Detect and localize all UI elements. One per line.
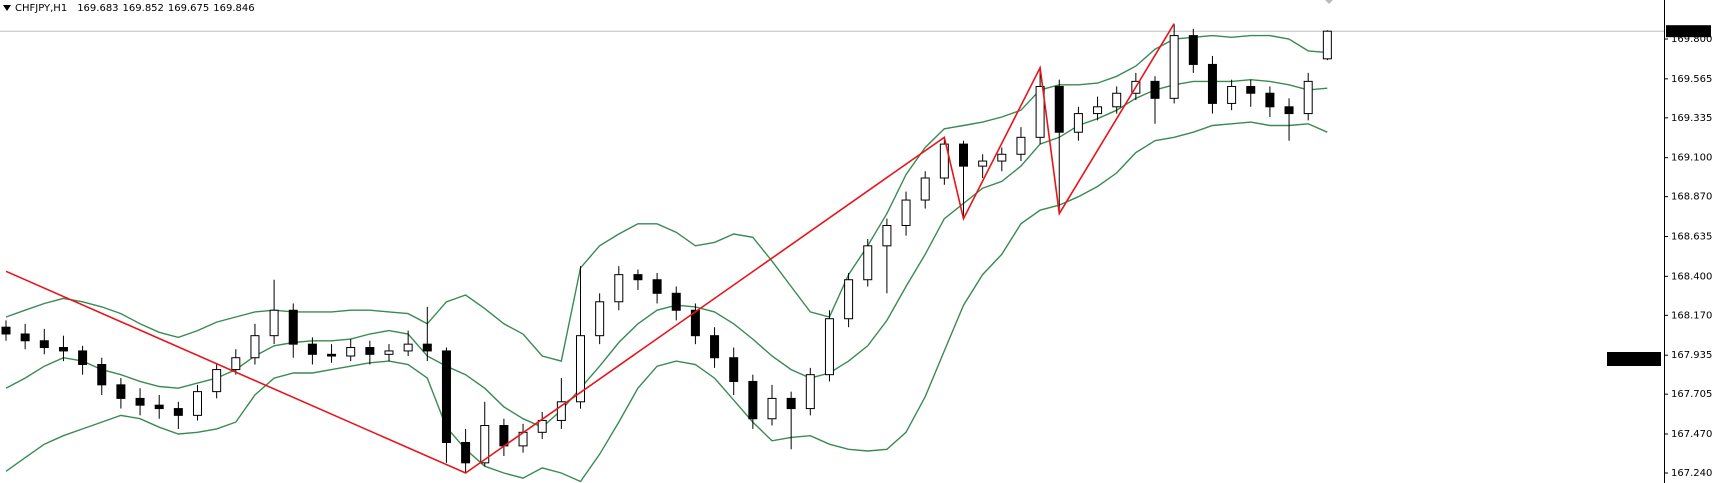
candle-body bbox=[1112, 92, 1122, 108]
candle-body bbox=[135, 397, 145, 406]
y-tick-label: 168.400 bbox=[1671, 271, 1712, 282]
candle-body bbox=[307, 343, 317, 355]
band-middle bbox=[5, 78, 1328, 429]
candle-body bbox=[997, 153, 1007, 162]
header: CHFJPY,H1 169.683 169.852 169.675 169.846 bbox=[15, 3, 255, 14]
candle-body bbox=[20, 333, 30, 342]
candle-body bbox=[1322, 30, 1332, 60]
candle-body bbox=[786, 397, 796, 410]
header-close: 169.846 bbox=[213, 3, 254, 14]
candle-body bbox=[863, 245, 873, 281]
candle-body bbox=[173, 408, 183, 416]
header-title: CHFJPY,H1 bbox=[15, 3, 67, 14]
candle-body bbox=[710, 335, 720, 359]
candle-body bbox=[231, 357, 241, 371]
candle-body bbox=[882, 224, 892, 247]
annotation: BB ON bbox=[1618, 354, 1650, 365]
candle-body bbox=[1016, 136, 1026, 155]
candle-body bbox=[154, 404, 164, 410]
header-high: 169.852 bbox=[123, 3, 164, 14]
current-price-label: 169.846 bbox=[1669, 26, 1710, 37]
candle-body bbox=[1169, 35, 1179, 99]
band-upper bbox=[5, 34, 1328, 362]
candle-body bbox=[1054, 85, 1064, 133]
header-arrow bbox=[3, 5, 11, 11]
band-lower bbox=[5, 121, 1328, 483]
candle-body bbox=[384, 350, 394, 355]
candle-body bbox=[767, 397, 777, 420]
candle-body bbox=[959, 143, 968, 167]
candle-body bbox=[1093, 106, 1103, 115]
candle-body bbox=[633, 274, 643, 281]
candle-body bbox=[499, 425, 509, 447]
candle-body bbox=[1035, 85, 1045, 138]
candle-body bbox=[346, 347, 356, 357]
y-tick-label: 169.565 bbox=[1671, 74, 1712, 85]
candle-body bbox=[1284, 106, 1294, 115]
candle-body bbox=[288, 309, 298, 345]
y-tick-label: 167.470 bbox=[1671, 429, 1712, 440]
candle-body bbox=[537, 419, 547, 433]
shift-marker bbox=[1325, 0, 1333, 4]
candle-body bbox=[441, 350, 451, 443]
candle-body bbox=[595, 301, 605, 337]
y-tick-label: 168.870 bbox=[1671, 192, 1712, 203]
candle-body bbox=[212, 369, 222, 393]
current-price-box bbox=[1666, 25, 1711, 38]
candle-body bbox=[1265, 92, 1275, 108]
candle-body bbox=[920, 177, 930, 201]
candle-body bbox=[614, 274, 624, 303]
candle-body bbox=[576, 335, 585, 403]
header-open: 169.683 bbox=[77, 3, 118, 14]
y-tick-label: 169.800 bbox=[1671, 34, 1712, 45]
candle-body bbox=[1303, 80, 1313, 115]
annotation-box bbox=[1607, 352, 1661, 366]
candle-body bbox=[939, 143, 949, 179]
candle-body bbox=[250, 335, 260, 359]
header-low: 169.675 bbox=[168, 3, 209, 14]
candle-body bbox=[556, 401, 566, 421]
candle-body bbox=[58, 347, 68, 352]
y-tick-label: 167.935 bbox=[1671, 350, 1712, 361]
candle-body bbox=[422, 343, 432, 352]
candle-body bbox=[805, 374, 815, 410]
candle-body bbox=[1227, 85, 1237, 104]
y-tick-label: 167.705 bbox=[1671, 389, 1712, 400]
candle-body bbox=[652, 279, 662, 294]
candle-body bbox=[824, 318, 834, 376]
candle-body bbox=[269, 309, 279, 337]
candle-body bbox=[193, 391, 202, 416]
candle-body bbox=[1246, 85, 1256, 94]
candle-body bbox=[1188, 35, 1198, 65]
y-tick-label: 167.240 bbox=[1671, 468, 1712, 479]
candle-body bbox=[78, 350, 88, 365]
candle-body bbox=[327, 353, 337, 357]
y-tick-label: 169.100 bbox=[1671, 153, 1712, 164]
candle-body bbox=[901, 199, 911, 226]
y-tick-label: 168.170 bbox=[1671, 310, 1712, 321]
candle-body bbox=[844, 279, 854, 320]
candle-body bbox=[1150, 80, 1160, 99]
candle-body bbox=[403, 343, 413, 352]
candle-body bbox=[690, 309, 700, 337]
candle-body bbox=[671, 292, 681, 311]
y-tick-label: 169.335 bbox=[1671, 113, 1712, 124]
candle-body bbox=[365, 347, 375, 355]
candle-body bbox=[480, 425, 490, 464]
candle-body bbox=[1, 326, 11, 335]
candle-body bbox=[729, 357, 739, 382]
candle-body bbox=[1207, 63, 1217, 104]
candle-body bbox=[97, 363, 107, 386]
candle-body bbox=[978, 160, 988, 167]
candle-body bbox=[39, 340, 49, 349]
zigzag-line bbox=[5, 23, 1175, 474]
candle-body bbox=[116, 384, 126, 399]
candle-body bbox=[461, 441, 471, 464]
candle-body bbox=[1073, 113, 1083, 133]
candle-body bbox=[748, 380, 758, 420]
y-tick-label: 168.635 bbox=[1671, 231, 1712, 242]
